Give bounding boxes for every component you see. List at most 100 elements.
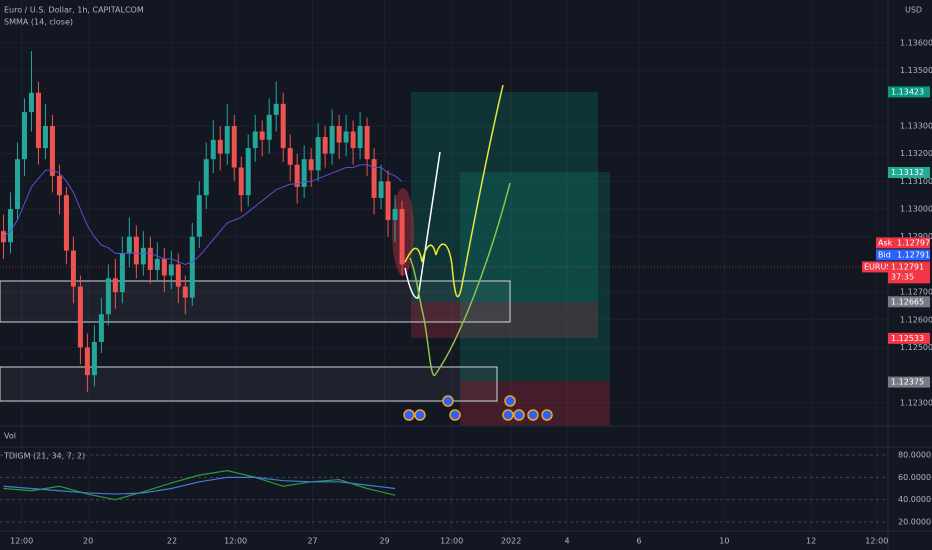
event-icon[interactable] (513, 409, 525, 421)
y-tick-label: 40.0000 (898, 495, 931, 504)
price-tag (888, 86, 930, 98)
y-tick-label: 60.0000 (898, 473, 931, 482)
event-icon[interactable] (442, 395, 454, 407)
y-tick-label: 1.13600 (900, 38, 932, 47)
candle-body (98, 314, 104, 342)
price-tag (888, 166, 930, 178)
candle-body (322, 137, 328, 154)
candle-body (392, 209, 398, 221)
event-icon[interactable] (403, 409, 415, 421)
y-tick-label: 80.0000 (898, 451, 931, 460)
price-tag-name-text: EURUSD (864, 262, 898, 271)
x-tick-label: 12:00 (10, 537, 33, 546)
candle-body (252, 131, 258, 149)
price-tag-name (876, 249, 894, 261)
candle-body (280, 103, 286, 149)
price-tag-name-text: Bid (878, 250, 891, 259)
zone-rectangle (0, 366, 498, 402)
x-tick-label: 2022 (501, 537, 521, 546)
candle-body (84, 347, 90, 376)
candle-body (182, 286, 188, 298)
event-icon[interactable] (541, 409, 553, 421)
y-tick-label: 1.13100 (900, 177, 932, 186)
price-tag (888, 296, 930, 308)
currency: USD (905, 6, 922, 15)
projection-line (404, 84, 504, 298)
candle-body (56, 175, 62, 196)
y-tick-label: 1.12300 (900, 398, 932, 407)
x-tick-label: 12 (806, 537, 816, 546)
price-tag-text: 1.13423 (891, 87, 924, 96)
y-tick-label: 1.12900 (900, 232, 932, 241)
candle-body (364, 125, 370, 160)
candle-body (168, 264, 174, 276)
countdown: 37:35 (891, 272, 914, 281)
smma-line (3, 164, 403, 265)
candle-body (203, 159, 209, 196)
candle-body (91, 341, 97, 376)
price-tag (888, 332, 930, 344)
projection-line (404, 151, 441, 299)
candle-body (196, 195, 202, 237)
candle-body (308, 159, 314, 171)
candle-body (42, 125, 48, 149)
candle-body (133, 236, 139, 265)
y-tick-label: 1.13000 (900, 205, 932, 214)
candle-body (399, 209, 405, 265)
y-tick-label: 1.13500 (900, 66, 932, 75)
candle-body (140, 247, 146, 265)
event-icon[interactable] (414, 409, 426, 421)
zone-rectangle (0, 280, 511, 323)
candle-body (336, 125, 342, 143)
x-tick-label: 22 (167, 537, 177, 546)
candle-body (273, 103, 279, 115)
x-tick-label: 12:00 (440, 537, 463, 546)
long-target-zone (460, 172, 610, 381)
candle-body (7, 209, 13, 243)
candle-body (105, 278, 111, 315)
event-icon[interactable] (504, 395, 516, 407)
candle-body (329, 125, 335, 154)
price-tag-name (862, 261, 888, 273)
projection-line (409, 182, 511, 376)
price-tag (894, 249, 930, 261)
event-icon[interactable] (527, 409, 539, 421)
candle-body (357, 125, 363, 149)
price-tag (888, 261, 930, 284)
y-tick-label: 1.13300 (900, 121, 932, 130)
candle-body (259, 131, 265, 140)
price-tag-text: 1.12791 (891, 262, 924, 271)
price-tag (888, 376, 930, 388)
candle-body (385, 181, 391, 221)
x-tick-label: 27 (307, 537, 317, 546)
price-tag-name (876, 237, 894, 249)
candle-body (14, 159, 20, 210)
candle-body (371, 159, 377, 198)
long-stop-zone (411, 302, 598, 338)
price-tag (894, 237, 930, 249)
x-tick-label: 12:00 (224, 537, 247, 546)
event-icon[interactable] (449, 409, 461, 421)
candle-body (238, 167, 244, 196)
candle-body (119, 253, 125, 293)
candle-body (350, 131, 356, 149)
candles (0, 51, 405, 501)
candle-body (315, 137, 321, 171)
price-tag-text: 1.12375 (891, 378, 924, 387)
axis-labels: 12:00 20 22 12:00 27 29 12:00 2022 4 6 10 12 12:001.… (0, 38, 932, 546)
y-tick-label: 20.0000 (898, 517, 931, 526)
x-tick-label: 10 (719, 537, 729, 546)
indicator-label: SMMA (14, close) (4, 18, 73, 27)
candle-body (231, 125, 237, 168)
candle-body (49, 125, 55, 176)
candle-body (154, 258, 160, 270)
volume-label: Vol (4, 432, 16, 441)
price-tag-text: 1.12665 (891, 297, 924, 306)
x-tick-label: 6 (637, 537, 642, 546)
event-icon[interactable] (502, 409, 514, 421)
indicator-line (3, 476, 396, 495)
candle-body (378, 181, 384, 198)
